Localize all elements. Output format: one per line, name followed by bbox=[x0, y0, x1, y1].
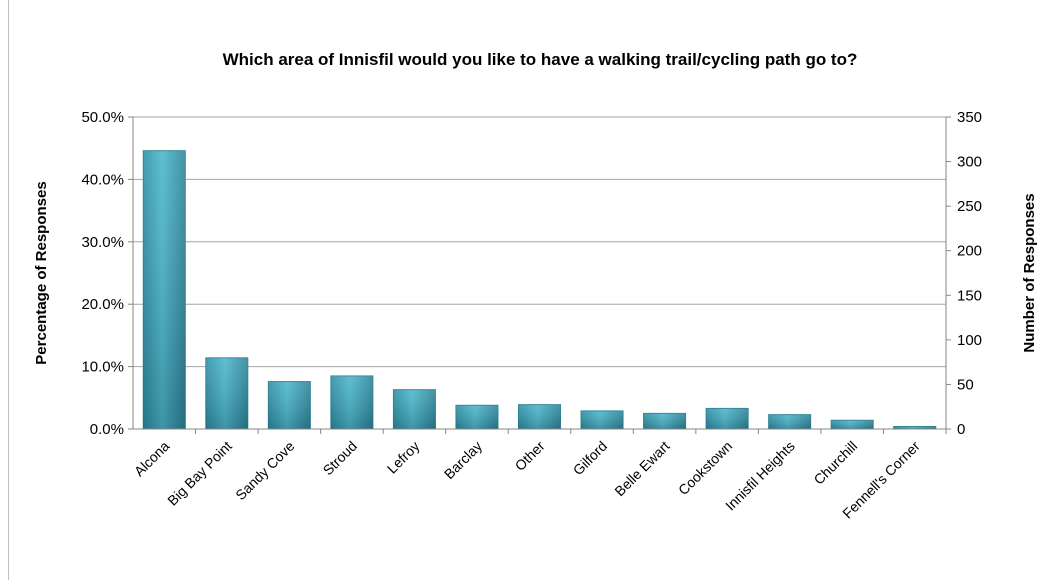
bar-shade bbox=[205, 357, 248, 429]
chart-title: Which area of Innisfil would you like to… bbox=[223, 50, 858, 69]
x-tick-label: Other bbox=[512, 438, 548, 474]
frame-rule bbox=[8, 0, 9, 580]
bar-shade bbox=[893, 426, 936, 429]
bar-shade bbox=[330, 375, 373, 429]
bar bbox=[330, 375, 374, 430]
tick-labels: 0.0% 10.0% 20.0% 30.0% 40.0% 50.0% 0 50 100 150 20… bbox=[81, 109, 982, 521]
bar-shade bbox=[643, 413, 686, 429]
x-tick-label: Gilford bbox=[570, 438, 610, 478]
y2-tick-label: 100 bbox=[957, 332, 982, 349]
bar-shade bbox=[831, 420, 874, 429]
x-tick-label: Churchill bbox=[810, 438, 860, 488]
gridlines bbox=[133, 116, 946, 368]
y-axis-title: Percentage of Responses bbox=[33, 181, 50, 364]
x-tick-label: Cookstown bbox=[675, 438, 735, 498]
bar bbox=[267, 381, 311, 430]
y2-tick-label: 350 bbox=[957, 109, 982, 126]
bar-shade bbox=[393, 389, 436, 429]
y-tick-label: 40.0% bbox=[81, 171, 124, 188]
bar bbox=[830, 419, 874, 430]
y2-tick-label: 50 bbox=[957, 376, 974, 393]
bar-shade bbox=[143, 150, 186, 430]
bar bbox=[205, 357, 249, 430]
bar-shade bbox=[768, 414, 811, 429]
x-tick-label: Belle Ewart bbox=[611, 438, 672, 499]
bar bbox=[392, 389, 436, 430]
bar bbox=[518, 404, 561, 430]
bar-shade bbox=[455, 405, 498, 429]
bars bbox=[142, 150, 937, 430]
bar-shade bbox=[581, 410, 624, 429]
bar bbox=[455, 404, 499, 430]
y-tick-label: 30.0% bbox=[81, 234, 124, 251]
x-tick-label: Barclay bbox=[441, 438, 485, 482]
y2-tick-label: 250 bbox=[957, 198, 982, 215]
y2-tick-label: 150 bbox=[957, 287, 982, 304]
x-tick-label: Alcona bbox=[131, 438, 173, 480]
y2-tick-label: 300 bbox=[957, 154, 982, 171]
y-tick-label: 0.0% bbox=[90, 421, 124, 438]
x-tick-label: Sandy Cove bbox=[232, 438, 297, 503]
y-tick-label: 10.0% bbox=[81, 359, 124, 376]
x-tick-label: Lefroy bbox=[384, 438, 423, 477]
bar bbox=[643, 412, 687, 430]
x-tick-label: Stroud bbox=[320, 438, 360, 478]
bar bbox=[580, 410, 624, 430]
bar bbox=[705, 407, 749, 430]
bar-shade bbox=[268, 381, 311, 429]
bar-shade bbox=[706, 408, 749, 429]
y2-tick-label: 200 bbox=[957, 243, 982, 260]
bar-shade bbox=[518, 404, 561, 429]
y2-axis-title: Number of Responses bbox=[1021, 193, 1038, 352]
y2-tick-label: 0 bbox=[957, 421, 965, 438]
x-tick-label: Big Bay Point bbox=[164, 438, 235, 509]
y-tick-label: 20.0% bbox=[81, 296, 124, 313]
axes bbox=[128, 116, 951, 434]
bar bbox=[142, 150, 186, 430]
bar bbox=[768, 414, 812, 430]
y-tick-label: 50.0% bbox=[81, 109, 124, 126]
